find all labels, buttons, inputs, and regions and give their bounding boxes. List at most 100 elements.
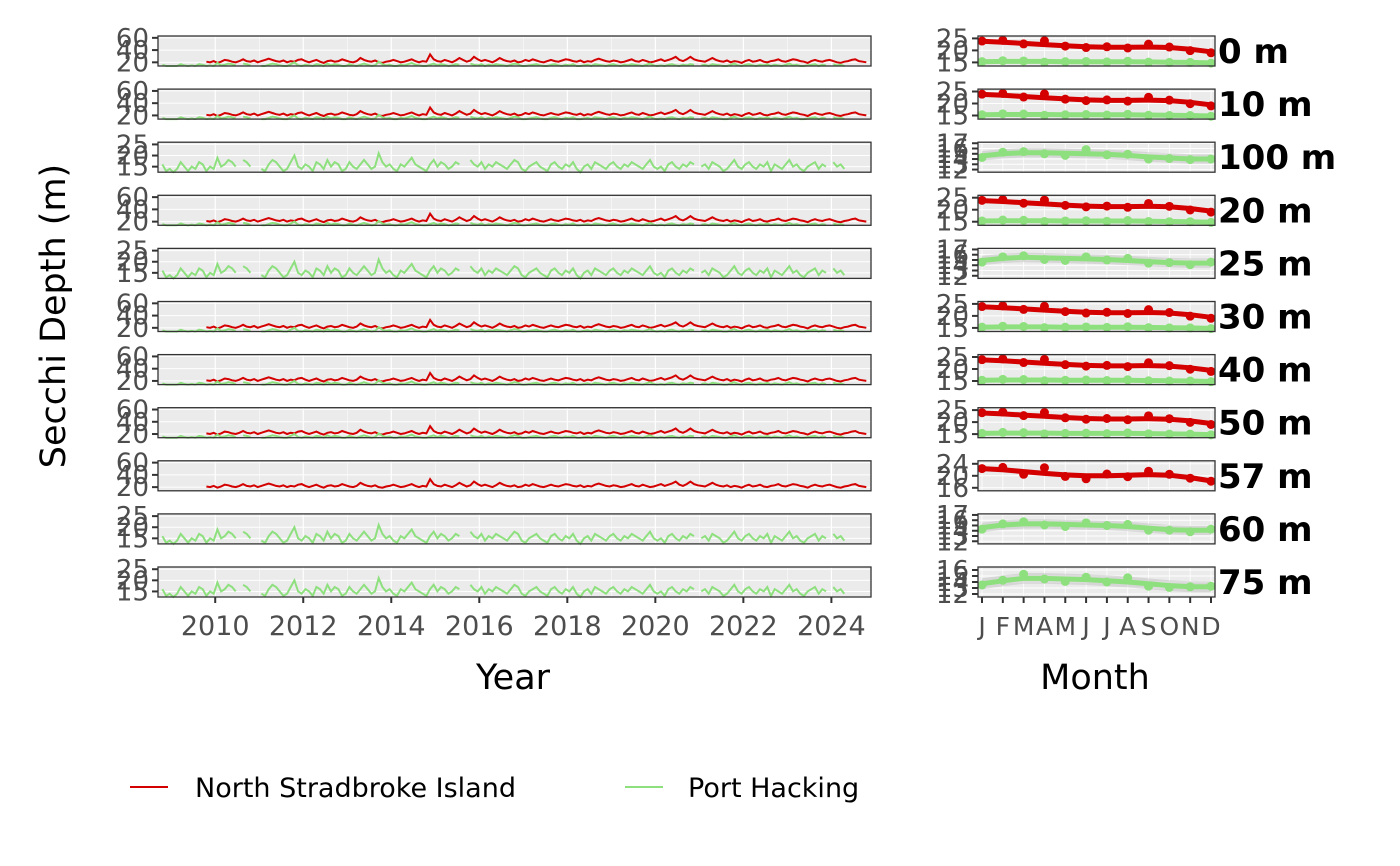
seasonal-ytick-label: 14 bbox=[936, 517, 969, 547]
seasonal-ytick-label: 25 bbox=[936, 184, 969, 214]
seasonal-point-port-hacking-100-m bbox=[1206, 154, 1216, 164]
seasonal-point-port-hacking-60-m bbox=[1164, 525, 1174, 535]
seasonal-point-north-stradbroke-island-0-m bbox=[977, 36, 987, 46]
timeseries-line-north-stradbroke-island-10-m bbox=[206, 105, 867, 118]
seasonal-point-port-hacking-100-m bbox=[1102, 150, 1112, 160]
seasonal-point-port-hacking-75-m bbox=[1102, 577, 1112, 587]
seasonal-point-north-stradbroke-island-50-m bbox=[1123, 415, 1133, 425]
seasonal-point-port-hacking-40-m bbox=[1102, 376, 1112, 386]
seasonal-point-port-hacking-0-m bbox=[977, 57, 987, 67]
seasonal-point-port-hacking-10-m bbox=[977, 110, 987, 120]
seasonal-point-port-hacking-30-m bbox=[1123, 322, 1133, 332]
seasonal-point-port-hacking-50-m bbox=[1123, 428, 1133, 438]
seasonal-ytick-label: 15 bbox=[936, 102, 969, 132]
timeseries-ytick-label: 25 bbox=[116, 502, 149, 532]
seasonal-point-port-hacking-50-m bbox=[1039, 429, 1049, 439]
seasonal-ytick-label: 15 bbox=[936, 208, 969, 238]
seasonal-point-port-hacking-20-m bbox=[1039, 216, 1049, 226]
depth-label-30-m: 30 m bbox=[1218, 298, 1313, 338]
seasonal-point-north-stradbroke-island-57-m bbox=[1185, 473, 1195, 483]
y-axis-title: Secchi Depth (m) bbox=[34, 164, 74, 468]
seasonal-point-port-hacking-10-m bbox=[1081, 110, 1091, 120]
seasonal-point-north-stradbroke-island-10-m bbox=[1102, 95, 1112, 105]
seasonal-point-north-stradbroke-island-57-m bbox=[977, 464, 987, 474]
timeseries-ytick-label: 60 bbox=[116, 449, 149, 479]
month-xtick-label: J bbox=[1101, 612, 1110, 641]
seasonal-point-north-stradbroke-island-57-m bbox=[1123, 472, 1133, 482]
seasonal-point-north-stradbroke-island-20-m bbox=[998, 195, 1008, 205]
seasonal-point-port-hacking-25-m bbox=[1039, 254, 1049, 264]
timeseries-ytick-label: 40 bbox=[116, 89, 149, 119]
seasonal-point-port-hacking-30-m bbox=[998, 321, 1008, 331]
seasonal-point-north-stradbroke-island-10-m bbox=[1019, 92, 1029, 102]
seasonal-point-north-stradbroke-island-0-m bbox=[1206, 48, 1216, 58]
seasonal-panel-border-100-m bbox=[977, 141, 1216, 173]
seasonal-ytick-label: 12 bbox=[936, 527, 969, 557]
seasonal-point-port-hacking-30-m bbox=[1144, 323, 1154, 333]
seasonal-trend-port-hacking-30-m bbox=[981, 324, 1212, 331]
seasonal-point-port-hacking-50-m bbox=[1185, 429, 1195, 439]
seasonal-point-port-hacking-100-m bbox=[977, 152, 987, 162]
seasonal-point-north-stradbroke-island-30-m bbox=[1206, 313, 1216, 323]
x-axis-title-month: Month bbox=[1040, 658, 1150, 698]
seasonal-point-port-hacking-40-m bbox=[1019, 375, 1029, 385]
seasonal-point-port-hacking-10-m bbox=[1039, 110, 1049, 120]
seasonal-point-north-stradbroke-island-0-m bbox=[1123, 43, 1133, 53]
timeseries-ytick-label: 20 bbox=[116, 248, 149, 278]
timeseries-ytick-label: 60 bbox=[116, 183, 149, 213]
seasonal-point-north-stradbroke-island-20-m bbox=[1164, 201, 1174, 211]
seasonal-point-port-hacking-75-m bbox=[1164, 582, 1174, 592]
seasonal-point-north-stradbroke-island-50-m bbox=[1144, 411, 1154, 421]
seasonal-ytick-label: 24 bbox=[936, 450, 969, 480]
timeseries-ytick-label: 20 bbox=[116, 314, 149, 344]
seasonal-ytick-label: 13 bbox=[936, 257, 969, 287]
seasonal-point-north-stradbroke-island-50-m bbox=[1102, 414, 1112, 423]
timeseries-ytick-label: 20 bbox=[116, 473, 149, 503]
seasonal-point-north-stradbroke-island-40-m bbox=[998, 354, 1008, 364]
seasonal-point-port-hacking-25-m bbox=[1060, 256, 1070, 266]
seasonal-point-port-hacking-100-m bbox=[1164, 154, 1174, 164]
seasonal-point-port-hacking-0-m bbox=[998, 56, 1008, 66]
seasonal-point-port-hacking-75-m bbox=[977, 580, 987, 590]
month-xtick-label: M bbox=[1013, 612, 1035, 641]
timeseries-ytick-label: 15 bbox=[116, 259, 149, 289]
year-xtick-label: 2016 bbox=[445, 611, 514, 642]
seasonal-trend-port-hacking-50-m bbox=[981, 430, 1212, 438]
depth-label-40-m: 40 m bbox=[1218, 351, 1313, 391]
seasonal-point-port-hacking-25-m bbox=[1164, 258, 1174, 268]
timeseries-ytick-label: 20 bbox=[116, 101, 149, 131]
seasonal-point-port-hacking-40-m bbox=[1081, 375, 1091, 385]
seasonal-point-port-hacking-25-m bbox=[1185, 260, 1195, 270]
seasonal-point-north-stradbroke-island-50-m bbox=[1060, 413, 1070, 423]
seasonal-point-port-hacking-40-m bbox=[1144, 376, 1154, 386]
seasonal-ytick-label: 12 bbox=[936, 156, 969, 186]
seasonal-point-port-hacking-100-m bbox=[1123, 149, 1133, 159]
timeseries-line-north-stradbroke-island-50-m bbox=[206, 424, 867, 436]
timeseries-ytick-label: 20 bbox=[116, 367, 149, 397]
seasonal-point-port-hacking-75-m bbox=[1081, 572, 1091, 582]
x-axis-title-year: Year bbox=[475, 658, 551, 698]
seasonal-point-port-hacking-0-m bbox=[1102, 57, 1112, 67]
seasonal-ytick-label: 20 bbox=[936, 196, 969, 226]
seasonal-ytick-label: 17 bbox=[936, 129, 969, 159]
seasonal-point-port-hacking-20-m bbox=[1144, 216, 1154, 226]
seasonal-point-port-hacking-30-m bbox=[1185, 323, 1195, 333]
seasonal-point-port-hacking-75-m bbox=[998, 575, 1008, 585]
seasonal-point-north-stradbroke-island-50-m bbox=[998, 407, 1008, 417]
seasonal-point-port-hacking-75-m bbox=[1019, 569, 1029, 579]
seasonal-point-port-hacking-30-m bbox=[1060, 322, 1070, 332]
seasonal-point-north-stradbroke-island-40-m bbox=[1144, 358, 1154, 368]
seasonal-point-north-stradbroke-island-10-m bbox=[1039, 89, 1049, 99]
seasonal-point-north-stradbroke-island-40-m bbox=[1185, 364, 1195, 374]
seasonal-point-north-stradbroke-island-57-m bbox=[1039, 463, 1049, 473]
seasonal-ytick-label: 17 bbox=[936, 235, 969, 265]
seasonal-point-north-stradbroke-island-50-m bbox=[1039, 408, 1049, 417]
seasonal-point-north-stradbroke-island-0-m bbox=[1019, 39, 1029, 49]
